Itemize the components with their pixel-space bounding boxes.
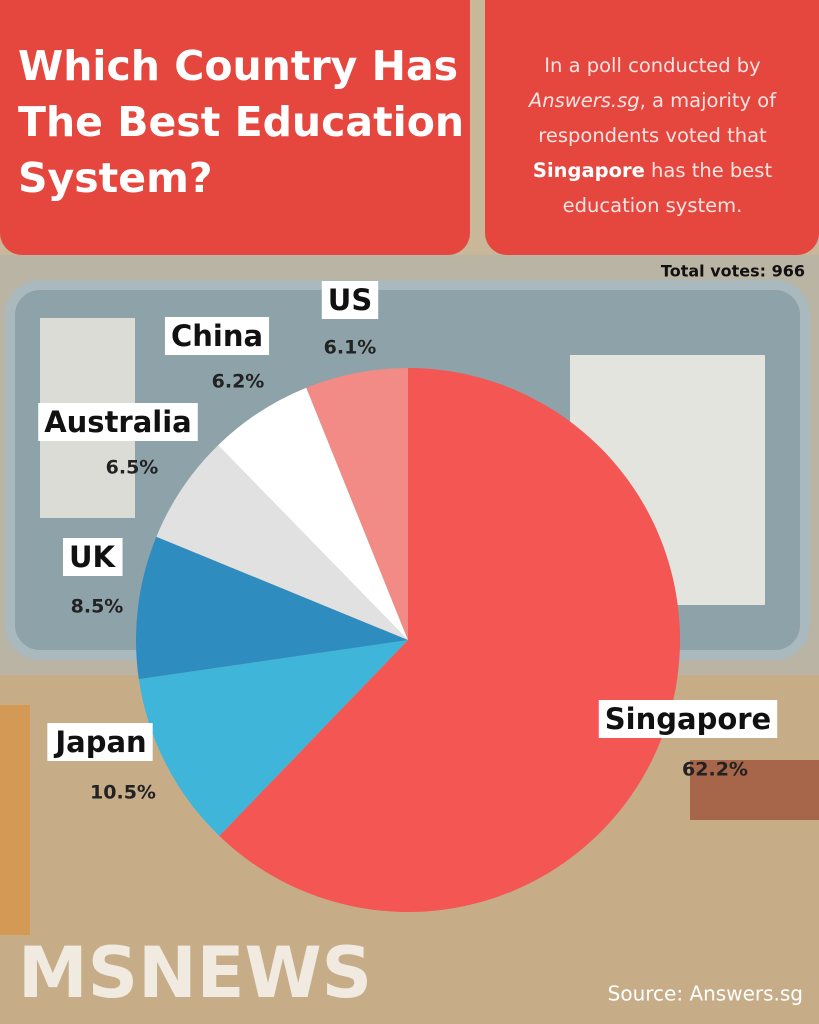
pie-slice (219, 368, 680, 912)
category-label: China (171, 319, 263, 353)
category-label: Japan (53, 725, 146, 759)
category-label: Singapore (605, 702, 771, 736)
value-label: 62.2% (682, 759, 748, 781)
label-bg (598, 700, 778, 738)
desc-highlight: Singapore (532, 159, 645, 182)
title: Which Country Has The Best Education Sys… (18, 42, 465, 202)
label-bg (321, 281, 379, 319)
category-label: US (328, 283, 372, 317)
pie-slice (218, 387, 408, 640)
chair (690, 760, 819, 820)
desc-text: has the best education system. (562, 159, 773, 217)
pie-slice (156, 445, 408, 640)
total-votes: Total votes: 966 (661, 262, 805, 281)
desc-box (485, 0, 819, 255)
pie-slice (136, 536, 409, 680)
pie-slice (306, 368, 408, 640)
logo: MSNEWS (18, 932, 372, 1014)
value-label: 10.5% (90, 782, 156, 804)
category-label: UK (69, 540, 117, 574)
value-label: 6.2% (212, 371, 265, 393)
label-bg (164, 317, 270, 355)
value-label: 6.5% (106, 457, 159, 479)
desc-source: Answers.sg (528, 89, 640, 112)
source: Source: Answers.sg (608, 982, 803, 1006)
pie-slice (138, 640, 408, 836)
description: In a poll conducted by Answers.sg, a maj… (500, 48, 805, 223)
label-bg (47, 723, 153, 761)
desc-text: In a poll conducted by (544, 54, 761, 77)
desk (0, 705, 30, 935)
label-bg (62, 538, 123, 576)
value-label: 8.5% (71, 596, 124, 618)
category-label: Australia (44, 405, 192, 439)
label-bg (38, 403, 198, 441)
title-box (0, 0, 470, 255)
value-label: 6.1% (324, 337, 377, 359)
desc-text: , a majority of respondents voted that (538, 89, 777, 147)
